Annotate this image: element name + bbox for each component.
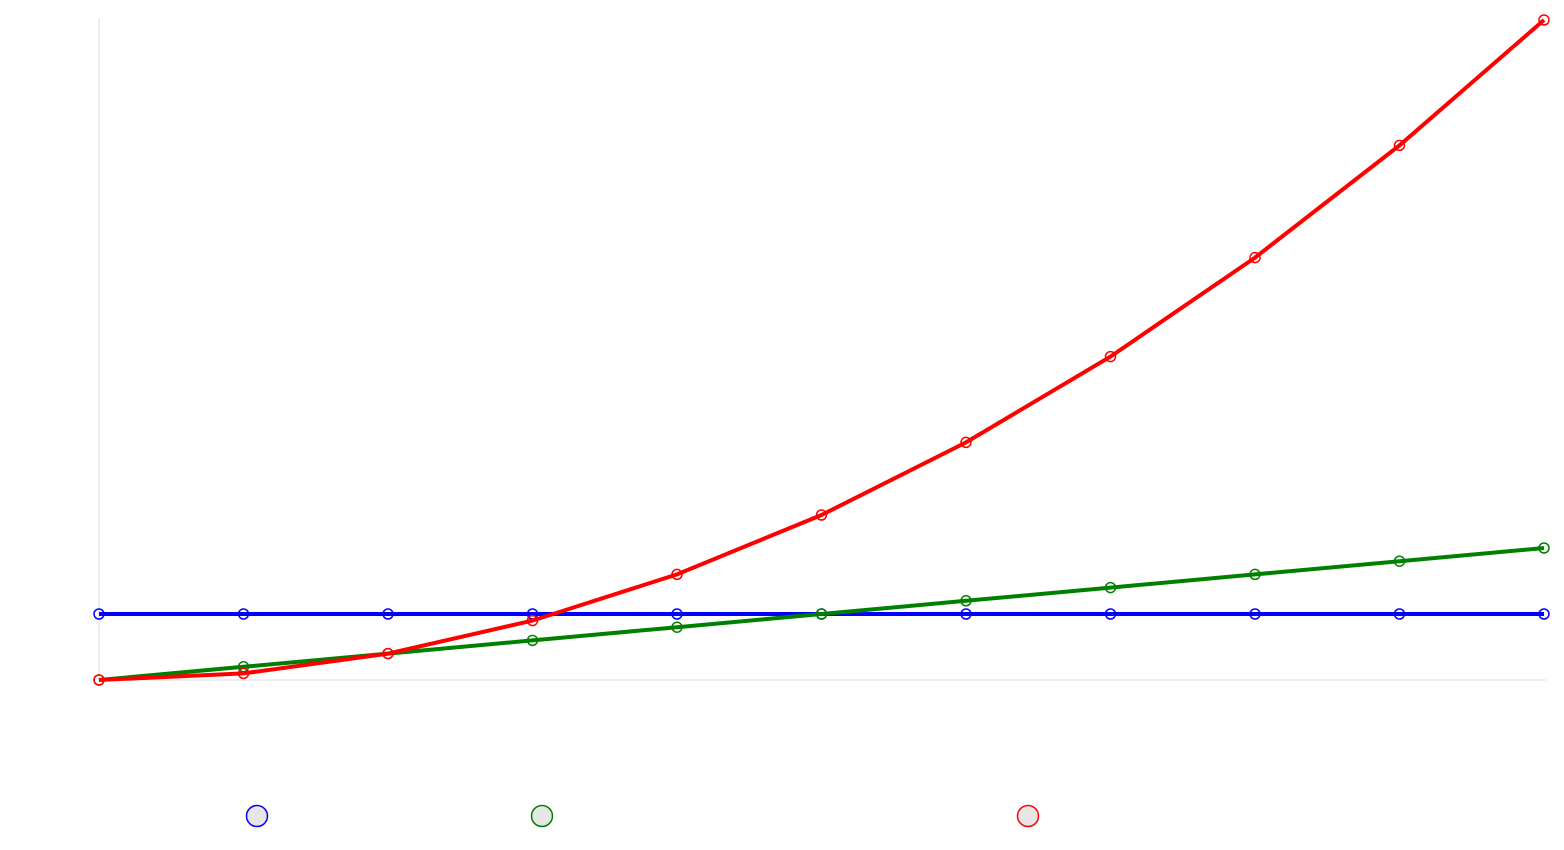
- series-layer: [93, 14, 1550, 686]
- data-point[interactable]: [1538, 608, 1550, 620]
- data-point[interactable]: [1393, 555, 1406, 567]
- legend-marker-0[interactable]: [245, 804, 269, 828]
- data-point[interactable]: [382, 647, 394, 660]
- data-point[interactable]: [93, 674, 105, 686]
- data-point[interactable]: [1249, 608, 1261, 620]
- legend-marker-1[interactable]: [530, 804, 554, 828]
- data-point[interactable]: [93, 608, 105, 620]
- data-point[interactable]: [815, 608, 828, 620]
- data-point[interactable]: [1249, 251, 1261, 264]
- data-point[interactable]: [671, 621, 683, 633]
- data-point[interactable]: [1538, 542, 1550, 554]
- data-point[interactable]: [526, 634, 539, 647]
- data-point[interactable]: [237, 608, 250, 620]
- data-point[interactable]: [671, 568, 683, 581]
- data-point[interactable]: [960, 595, 972, 607]
- data-point[interactable]: [1249, 568, 1261, 581]
- data-point[interactable]: [1393, 139, 1406, 152]
- series-2: [93, 14, 1550, 686]
- data-point[interactable]: [526, 614, 539, 627]
- data-point[interactable]: [671, 608, 683, 620]
- legend: [245, 804, 1040, 828]
- data-point[interactable]: [382, 608, 394, 620]
- series-line: [98, 546, 1545, 682]
- data-point[interactable]: [960, 608, 972, 620]
- data-point[interactable]: [1104, 350, 1117, 363]
- data-point[interactable]: [1393, 608, 1406, 620]
- data-point[interactable]: [1104, 608, 1117, 620]
- data-point[interactable]: [1104, 581, 1117, 594]
- legend-marker-2[interactable]: [1016, 804, 1040, 828]
- data-point[interactable]: [237, 667, 250, 680]
- data-point[interactable]: [815, 509, 828, 521]
- data-point[interactable]: [960, 436, 972, 449]
- data-point[interactable]: [1538, 14, 1550, 26]
- series-line: [98, 18, 1546, 682]
